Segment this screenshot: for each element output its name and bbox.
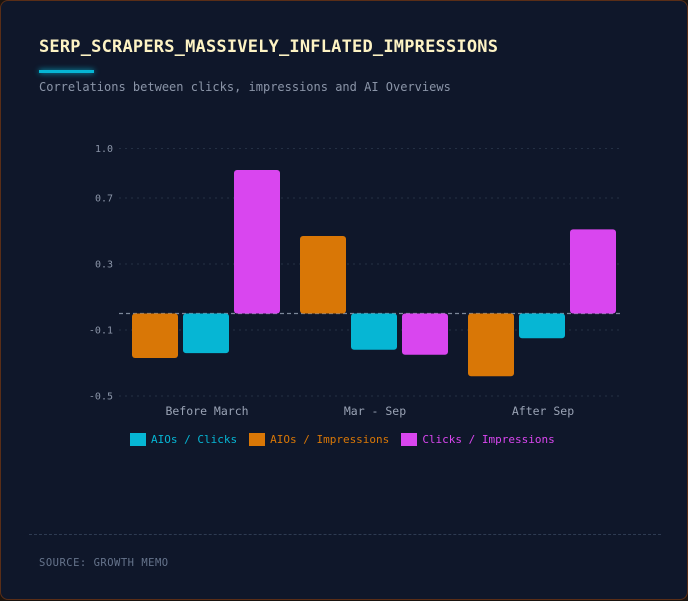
legend-swatch (130, 433, 146, 446)
x-tick-label: Before March (165, 404, 248, 418)
bar-aios-clicks-2 (519, 313, 565, 339)
source-label: SOURCE: GROWTH MEMO (39, 557, 169, 569)
legend: AIOs / Clicks AIOs / Impressions Clicks / … (130, 433, 555, 446)
x-tick-label: After Sep (512, 404, 574, 418)
y-tick-label: 0.7 (95, 194, 113, 205)
legend-item: AIOs / Impressions (249, 433, 389, 446)
bar-clicks-impressions-2 (570, 229, 616, 314)
y-tick-label: -0.5 (89, 392, 113, 403)
title-accent-bar (39, 70, 94, 73)
y-tick-label: 0.3 (95, 260, 113, 271)
legend-label: Clicks / Impressions (422, 433, 555, 446)
legend-label: AIOs / Clicks (151, 433, 238, 446)
y-tick-label: -0.1 (89, 326, 113, 337)
chart-subtitle: Correlations between clicks, impressions… (39, 80, 451, 94)
legend-swatch (401, 433, 418, 446)
bar-aios-impressions-2 (468, 313, 514, 377)
legend-item: Clicks / Impressions (401, 433, 555, 446)
legend-swatch (249, 433, 266, 446)
chart-title: SERP_SCRAPERS_MASSIVELY_INFLATED_IMPRESS… (39, 37, 499, 57)
bar-aios-impressions-0 (132, 313, 178, 359)
legend-label: AIOs / Impressions (270, 433, 390, 446)
bar-clicks-impressions-1 (402, 313, 448, 355)
bar-aios-impressions-1 (300, 235, 346, 314)
legend-item: AIOs / Clicks (130, 433, 237, 446)
y-tick-label: 1.0 (95, 144, 113, 155)
bar-aios-clicks-1 (351, 313, 397, 350)
x-tick-label: Mar - Sep (344, 404, 406, 418)
bar-clicks-impressions-0 (234, 169, 280, 314)
bar-aios-clicks-0 (183, 313, 229, 354)
footer-divider (29, 534, 661, 535)
